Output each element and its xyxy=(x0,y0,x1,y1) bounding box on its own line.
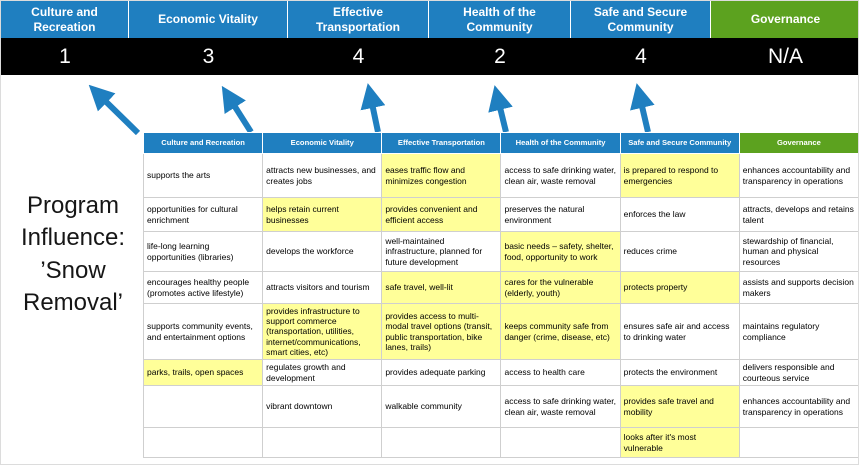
matrix-cell: encourages healthy people (promotes acti… xyxy=(142,271,264,304)
pillar-header-safe-and-secure-community: Safe and Secure Community xyxy=(571,1,711,38)
matrix-row: life-long learning opportunities (librar… xyxy=(142,231,858,272)
matrix-cell: supports the arts xyxy=(142,153,264,198)
pillar-header-effective-transportation: Effective Transportation xyxy=(288,1,429,38)
matrix-cell: supports community events, and entertain… xyxy=(142,303,264,360)
matrix-cell: is prepared to respond to emergencies xyxy=(619,153,740,198)
pillar-header-band: Culture and Recreation Economic Vitality… xyxy=(1,1,858,38)
program-title-line: ’Snow xyxy=(40,256,106,284)
matrix-cell: provides access to multi-modal travel op… xyxy=(381,303,502,360)
influence-matrix: Culture and Recreation Economic Vitality… xyxy=(142,132,858,458)
matrix-col-header-safe-and-secure-community: Safe and Secure Community xyxy=(619,132,740,154)
matrix-cell: assists and supports decision makers xyxy=(738,271,858,304)
matrix-cell: opportunities for cultural enrichment xyxy=(142,197,264,232)
influence-arrow-2 xyxy=(221,85,254,134)
pillar-score-effective-transportation: 4 xyxy=(352,44,365,68)
pillar-header-governance: Governance xyxy=(711,1,858,38)
program-title: Program Influence: ’Snow Removal’ xyxy=(3,190,143,320)
pillar-score-health-of-the-community: 2 xyxy=(494,44,506,68)
matrix-col-header-economic-vitality: Economic Vitality xyxy=(262,132,383,154)
matrix-cell: life-long learning opportunities (librar… xyxy=(142,231,264,272)
matrix-cell: looks after it's most vulnerable xyxy=(619,427,740,458)
matrix-cell xyxy=(142,427,264,458)
matrix-row: opportunities for cultural enrichment he… xyxy=(142,197,858,232)
matrix-header-row: Culture and Recreation Economic Vitality… xyxy=(142,132,858,154)
matrix-row: looks after it's most vulnerable xyxy=(142,427,858,458)
matrix-cell xyxy=(738,427,858,458)
influence-arrow-3 xyxy=(360,83,386,133)
matrix-cell: provides infrastructure to support comme… xyxy=(262,303,383,360)
matrix-cell: protects property xyxy=(619,271,740,304)
matrix-cell: delivers responsible and courteous servi… xyxy=(738,359,858,386)
matrix-cell xyxy=(500,427,621,458)
matrix-cell: parks, trails, open spaces xyxy=(142,359,264,386)
matrix-cell xyxy=(262,427,383,458)
matrix-cell xyxy=(381,427,502,458)
matrix-col-header-effective-transportation: Effective Transportation xyxy=(381,132,502,154)
matrix-cell: ensures safe air and access to drinking … xyxy=(619,303,740,360)
matrix-cell: attracts new businesses, and creates job… xyxy=(262,153,383,198)
matrix-cell: preserves the natural environment xyxy=(500,197,621,232)
matrix-cell: keeps community safe from danger (crime,… xyxy=(500,303,621,360)
matrix-cell: regulates growth and development xyxy=(262,359,383,386)
matrix-col-header-governance: Governance xyxy=(738,132,858,154)
pillar-score-economic-vitality: 3 xyxy=(202,44,215,68)
matrix-cell: basic needs – safety, shelter, food, opp… xyxy=(500,231,621,272)
matrix-cell: attracts visitors and tourism xyxy=(262,271,383,304)
pillar-score-governance: N/A xyxy=(767,44,803,68)
matrix-cell: well-maintained infrastructure, planned … xyxy=(381,231,502,272)
matrix-cell: access to health care xyxy=(500,359,621,386)
matrix-cell: access to safe drinking water, clean air… xyxy=(500,385,621,428)
matrix-cell: eases traffic flow and minimizes congest… xyxy=(381,153,502,198)
matrix-row: vibrant downtown walkable community acce… xyxy=(142,385,858,428)
matrix-cell: reduces crime xyxy=(619,231,740,272)
matrix-cell: helps retain current businesses xyxy=(262,197,383,232)
pillar-header-economic-vitality: Economic Vitality xyxy=(129,1,288,38)
matrix-cell: stewardship of financial, human and phys… xyxy=(738,231,858,272)
matrix-cell: enhances accountability and transparency… xyxy=(738,385,858,428)
matrix-cell: provides adequate parking xyxy=(381,359,502,386)
pillar-score-safe-and-secure-community: 4 xyxy=(635,44,647,68)
matrix-cell: cares for the vulnerable (elderly, youth… xyxy=(500,271,621,304)
matrix-cell: protects the environment xyxy=(619,359,740,386)
influence-arrow-1 xyxy=(88,84,141,135)
matrix-row: supports community events, and entertain… xyxy=(142,303,858,360)
matrix-cell: provides safe travel and mobility xyxy=(619,385,740,428)
matrix-cell: provides convenient and efficient access xyxy=(381,197,502,232)
matrix-cell: enforces the law xyxy=(619,197,740,232)
influence-arrow-4 xyxy=(488,85,513,133)
matrix-cell: safe travel, well-lit xyxy=(381,271,502,304)
matrix-cell: vibrant downtown xyxy=(262,385,383,428)
matrix-cell: maintains regulatory compliance xyxy=(738,303,858,360)
pillar-header-culture-and-recreation: Culture and Recreation xyxy=(1,1,129,38)
matrix-cell xyxy=(142,385,264,428)
matrix-row: encourages healthy people (promotes acti… xyxy=(142,271,858,304)
matrix-row: parks, trails, open spaces regulates gro… xyxy=(142,359,858,386)
matrix-cell: attracts, develops and retains talent xyxy=(738,197,858,232)
program-title-line: Removal’ xyxy=(22,289,124,317)
pillar-score-culture-and-recreation: 1 xyxy=(59,44,71,68)
influence-arrows xyxy=(88,83,655,135)
matrix-col-header-culture-and-recreation: Culture and Recreation xyxy=(142,132,264,154)
matrix-cell: access to safe drinking water, clean air… xyxy=(500,153,621,198)
matrix-col-header-health-of-the-community: Health of the Community xyxy=(500,132,621,154)
pillar-header-health-of-the-community: Health of the Community xyxy=(429,1,571,38)
influence-arrow-5 xyxy=(630,83,655,133)
matrix-cell: enhances accountability and transparency… xyxy=(738,153,858,198)
program-title-line: Program xyxy=(26,192,120,219)
matrix-cell: walkable community xyxy=(381,385,502,428)
matrix-row: supports the arts attracts new businesse… xyxy=(142,153,858,198)
matrix-cell: develops the workforce xyxy=(262,231,383,272)
score-band: 1 3 4 2 4 N/A xyxy=(1,38,858,75)
program-title-line: Influence: xyxy=(20,224,126,252)
